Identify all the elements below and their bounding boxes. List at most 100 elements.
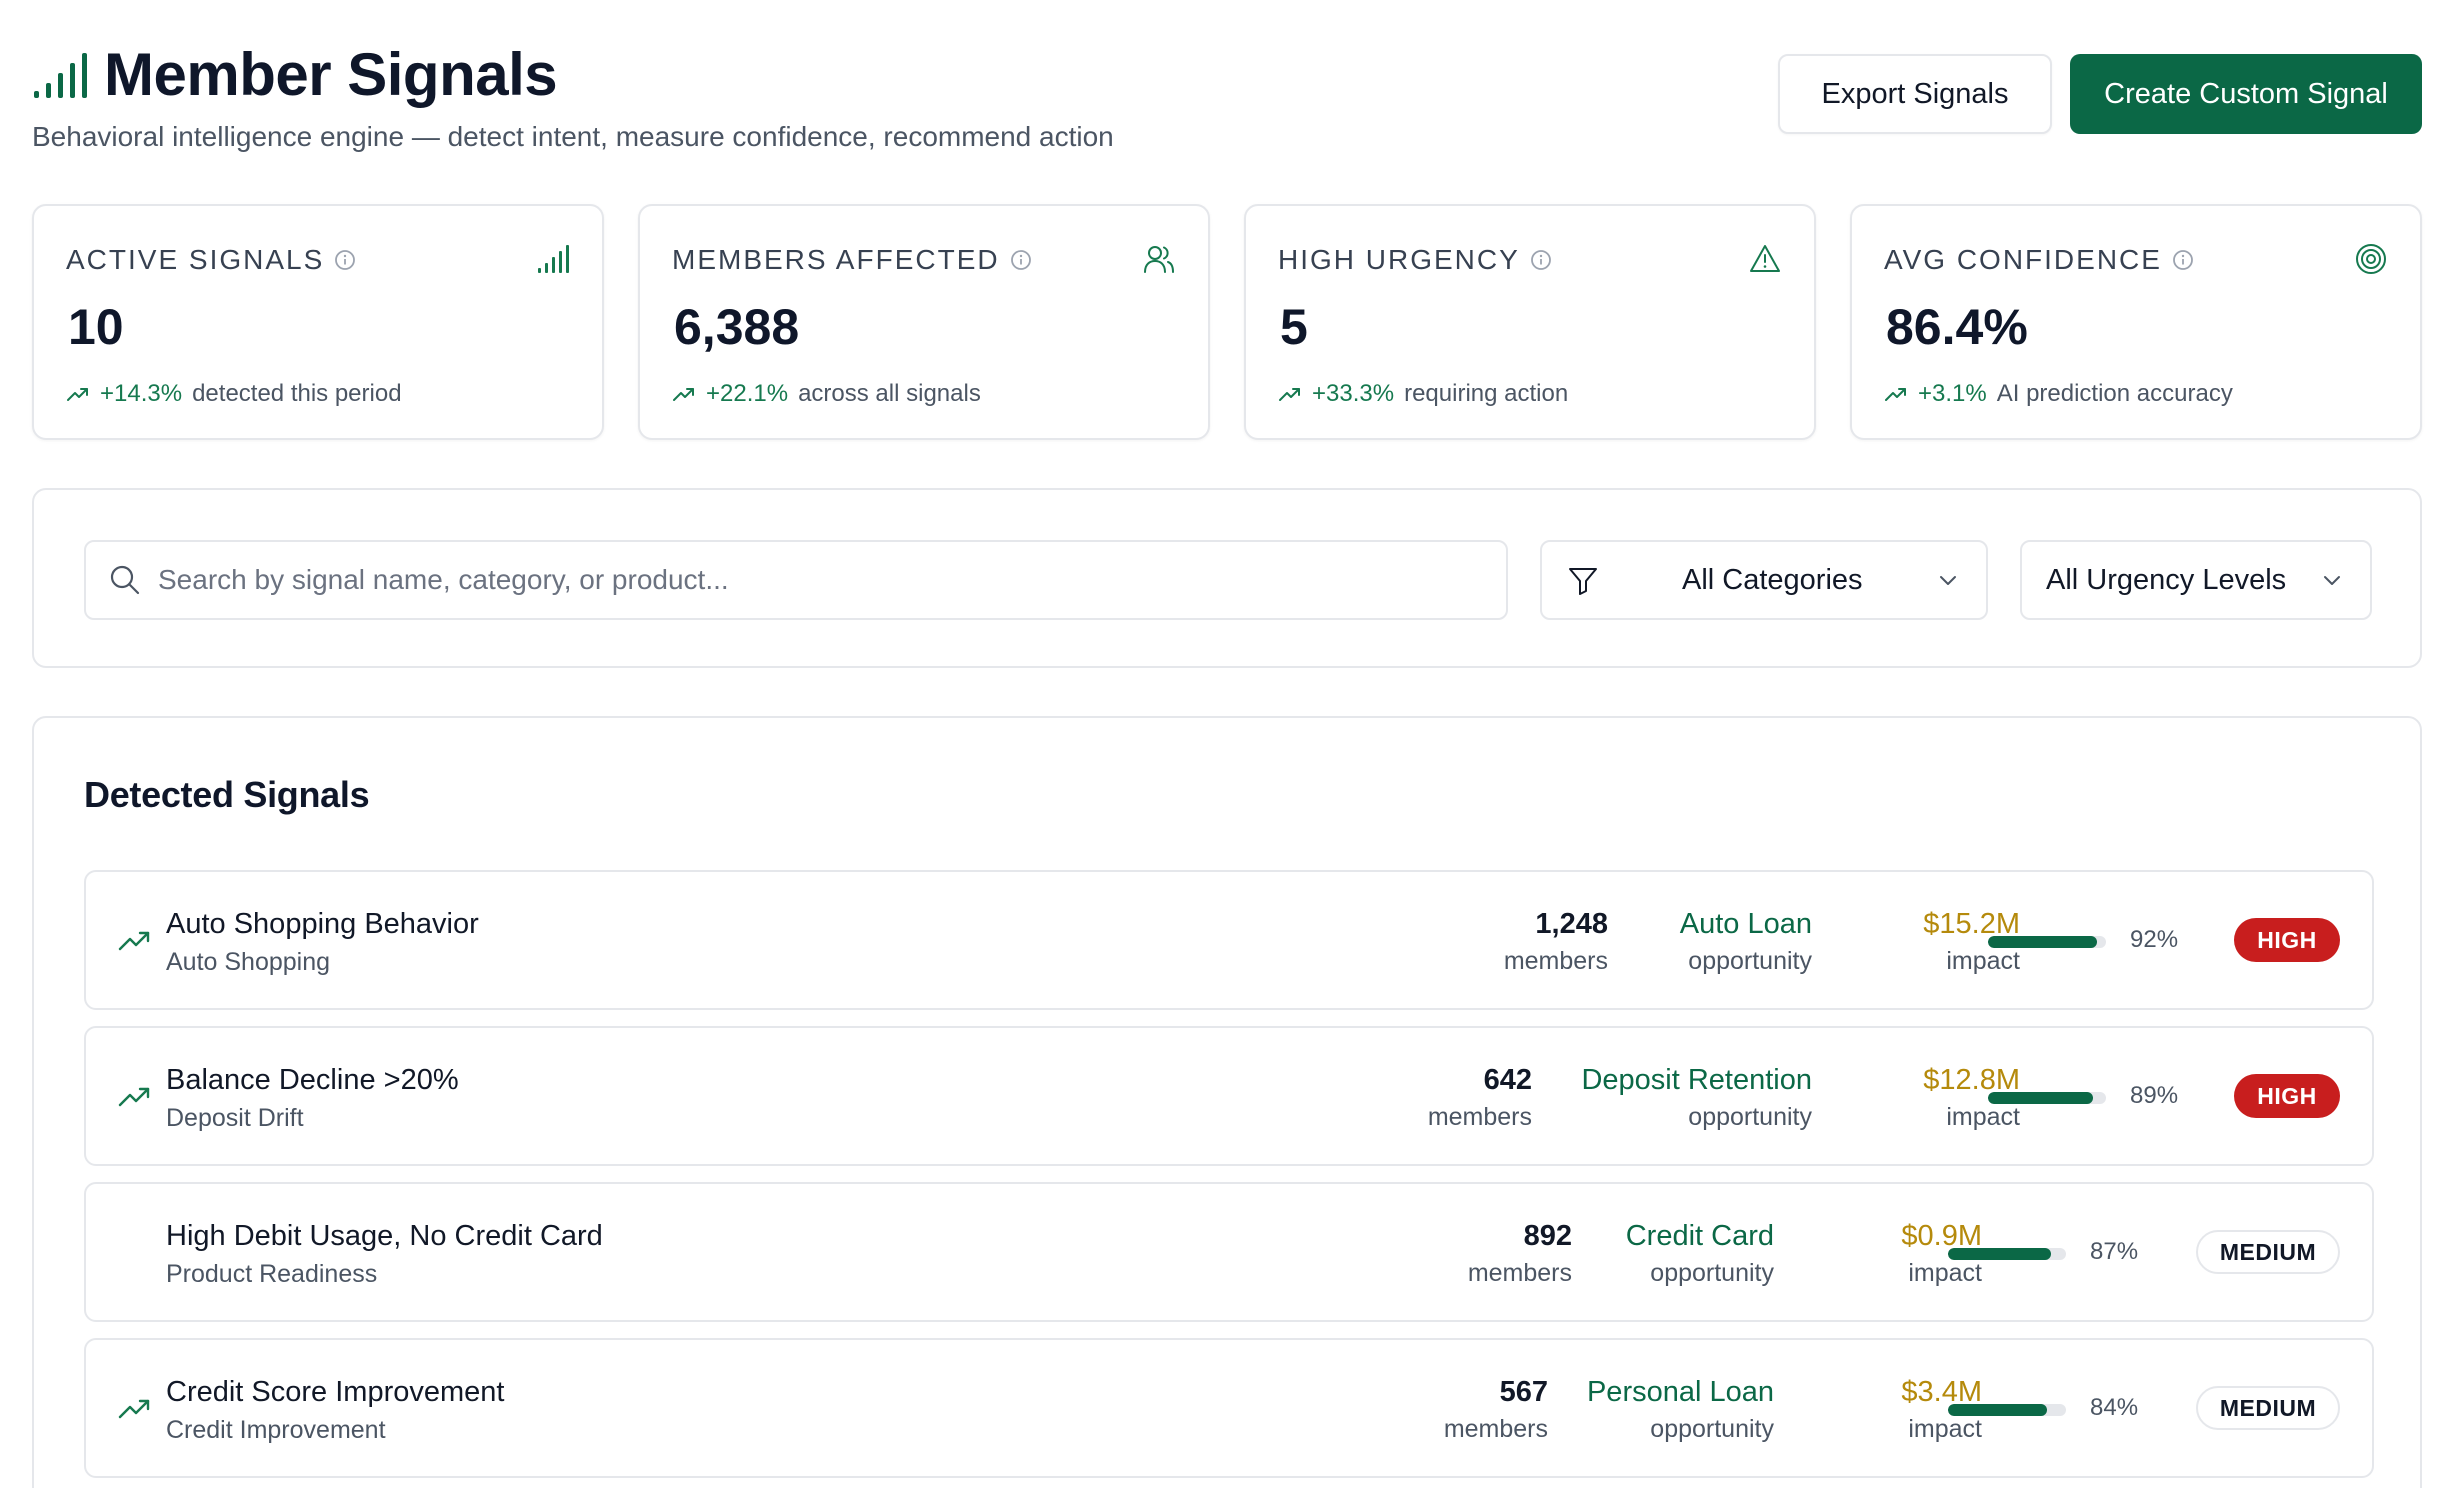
kpi-card-members-affected: MEMBERS AFFECTED 6,388 +22.1% across all… <box>638 204 1210 440</box>
product-metric: Credit Card opportunity <box>1626 1220 1774 1288</box>
members-metric: 642 members <box>1428 1064 1532 1132</box>
info-icon[interactable] <box>1010 249 1032 271</box>
signal-row[interactable]: Credit Score Improvement Credit Improvem… <box>84 1338 2374 1478</box>
impact-label: impact <box>1908 1259 1982 1287</box>
product-metric: Deposit Retention opportunity <box>1581 1064 1812 1132</box>
confidence-fill <box>1948 1248 2051 1260</box>
kpi-card-avg-confidence: AVG CONFIDENCE 86.4% +3.1% AI prediction… <box>1850 204 2422 440</box>
signal-row[interactable]: Balance Decline >20% Deposit Drift 642 m… <box>84 1026 2374 1166</box>
trending-up-icon <box>67 388 88 401</box>
product-label: opportunity <box>1688 947 1812 975</box>
confidence-text: 84% <box>2090 1394 2139 1421</box>
product-name: Auto Loan <box>1679 908 1812 940</box>
kpi-card-high-urgency: HIGH URGENCY 5 +33.3% requiring action <box>1244 204 1816 440</box>
confidence-bar <box>1988 1092 2106 1104</box>
signal-name: Balance Decline >20% <box>166 1064 459 1096</box>
impact-label: impact <box>1946 1103 2020 1131</box>
confidence-bar <box>1988 936 2106 948</box>
category-select-value: All Categories <box>1682 563 1863 596</box>
kpi-trend-value: +3.1% <box>1918 380 1987 407</box>
detected-signals-panel: Detected Signals Auto Shopping Behavior … <box>32 716 2422 1488</box>
signal-name: Auto Shopping Behavior <box>166 908 479 940</box>
kpi-trend: +3.1% AI prediction accuracy <box>1884 380 2233 408</box>
info-icon[interactable] <box>1530 249 1552 271</box>
impact-label: impact <box>1946 947 2020 975</box>
kpi-label: HIGH URGENCY <box>1278 244 1552 276</box>
impact-value: $12.8M <box>1923 1064 2020 1096</box>
signal-category: Product Readiness <box>166 1260 378 1288</box>
kpi-label-text: AVG CONFIDENCE <box>1884 244 2162 275</box>
kpi-trend: +33.3% requiring action <box>1278 380 1568 408</box>
filter-bar: All Categories All Urgency Levels <box>32 488 2422 668</box>
confidence-fill <box>1948 1404 2048 1416</box>
impact-value: $0.9M <box>1901 1220 1982 1252</box>
kpi-label: ACTIVE SIGNALS <box>66 244 356 276</box>
signal-row[interactable]: High Debit Usage, No Credit Card Product… <box>84 1182 2374 1322</box>
urgency-select[interactable]: All Urgency Levels <box>2020 540 2372 620</box>
chevron-down-icon <box>2324 576 2340 585</box>
trending-up-icon <box>673 388 694 401</box>
target-icon <box>2356 244 2386 274</box>
kpi-value: 5 <box>1280 299 1308 355</box>
signal-category: Credit Improvement <box>166 1416 386 1444</box>
impact-metric: $12.8M impact <box>1923 1064 2020 1132</box>
section-title: Detected Signals <box>84 774 370 815</box>
page-subtitle: Behavioral intelligence engine — detect … <box>32 121 1114 152</box>
trending-up-icon <box>1885 388 1906 401</box>
impact-label: impact <box>1908 1415 1982 1443</box>
trending-up-icon <box>118 931 150 951</box>
kpi-trend: +14.3% detected this period <box>66 380 402 408</box>
product-name: Personal Loan <box>1586 1376 1774 1408</box>
urgency-badge: HIGH <box>2234 1074 2340 1118</box>
kpi-value: 6,388 <box>674 299 800 355</box>
search-box[interactable] <box>84 540 1508 620</box>
kpi-trend-value: +14.3% <box>100 380 183 407</box>
kpi-value: 10 <box>68 299 124 355</box>
confidence-bar <box>1948 1248 2066 1260</box>
trending-up-icon <box>118 1399 150 1419</box>
product-metric: Personal Loan opportunity <box>1587 1376 1774 1444</box>
signal-name: Credit Score Improvement <box>166 1376 505 1408</box>
kpi-label: MEMBERS AFFECTED <box>672 244 1032 276</box>
kpi-trend-value: +22.1% <box>706 380 789 407</box>
product-label: opportunity <box>1688 1103 1812 1131</box>
kpi-card-active-signals: ACTIVE SIGNALS 10 +14.3% detected this p… <box>32 204 604 440</box>
members-metric: 567 members <box>1444 1376 1548 1444</box>
info-icon[interactable] <box>334 249 356 271</box>
create-custom-signal-button[interactable]: Create Custom Signal <box>2070 54 2422 134</box>
page-header: Member Signals Behavioral intelligence e… <box>32 40 2422 160</box>
signal-row[interactable]: Auto Shopping Behavior Auto Shopping 1,2… <box>84 870 2374 1010</box>
product-label: opportunity <box>1650 1259 1774 1287</box>
product-metric: Auto Loan opportunity <box>1680 908 1812 976</box>
users-icon <box>1144 246 1174 273</box>
members-count: 1,248 <box>1535 908 1608 940</box>
info-icon[interactable] <box>2172 249 2194 271</box>
members-metric: 892 members <box>1468 1220 1572 1288</box>
impact-value: $3.4M <box>1901 1376 1982 1408</box>
kpi-trend-value: +33.3% <box>1312 380 1395 407</box>
kpi-value: 86.4% <box>1886 299 2028 355</box>
members-metric: 1,248 members <box>1504 908 1608 976</box>
product-name: Credit Card <box>1625 1220 1774 1252</box>
members-label: members <box>1427 1103 1532 1131</box>
export-signals-button[interactable]: Export Signals <box>1778 54 2052 134</box>
impact-metric: $3.4M impact <box>1901 1376 1982 1444</box>
members-count: 892 <box>1523 1220 1572 1252</box>
kpi-trend: +22.1% across all signals <box>672 380 981 408</box>
title-row: Member Signals <box>32 40 2422 109</box>
search-input[interactable] <box>158 564 1458 596</box>
confidence-fill <box>1988 1092 2094 1104</box>
kpi-label-text: MEMBERS AFFECTED <box>672 244 1000 275</box>
impact-metric: $0.9M impact <box>1901 1220 1982 1288</box>
signal-name: High Debit Usage, No Credit Card <box>166 1220 603 1252</box>
kpi-label-text: HIGH URGENCY <box>1278 244 1520 275</box>
kpi-label: AVG CONFIDENCE <box>1884 244 2194 276</box>
page-title: Member Signals <box>104 41 558 108</box>
signal-bars-icon <box>538 245 569 273</box>
alert-triangle-icon <box>1750 245 1780 272</box>
trending-up-icon <box>118 1087 150 1107</box>
category-select[interactable]: All Categories <box>1540 540 1988 620</box>
filter-icon <box>1569 568 1597 595</box>
kpi-trend-desc: AI prediction accuracy <box>1996 380 2233 407</box>
product-label: opportunity <box>1650 1415 1774 1443</box>
